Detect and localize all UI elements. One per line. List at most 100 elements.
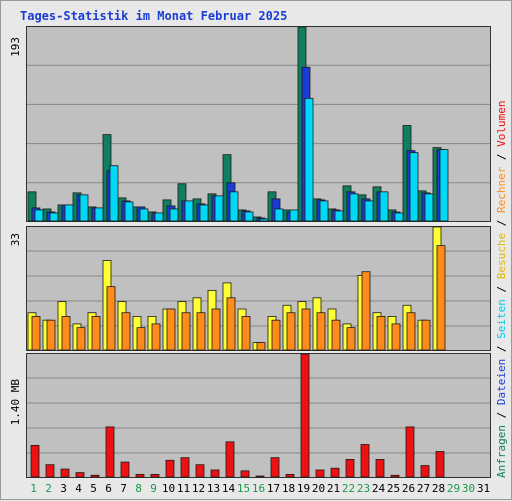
legend-right: Anfragen / Dateien / Seiten / Besuche / …: [495, 100, 508, 478]
y-max-label-2: 33: [9, 233, 22, 246]
bar-volumen-day-5: [90, 474, 100, 478]
bar-rechner-day-11: [181, 312, 191, 351]
bar-volumen-day-4: [75, 472, 85, 478]
bar-rechner-day-1: [31, 316, 41, 351]
chart-title: Tages-Statistik im Monat Februar 2025: [20, 9, 288, 23]
bar-volumen-day-22: [345, 459, 355, 478]
bar-rechner-day-5: [91, 316, 101, 351]
bar-rechner-day-28: [436, 245, 446, 351]
x-tick-label-27: 27: [417, 482, 430, 495]
x-tick-label-30: 30: [462, 482, 475, 495]
x-tick-label-1: 1: [30, 482, 37, 495]
legend-entry: Rechner: [495, 166, 508, 213]
bar-seiten-day-8: [139, 208, 149, 222]
bar-seiten-day-11: [184, 200, 194, 222]
bar-rechner-day-12: [196, 312, 206, 351]
legend-entry: /: [495, 405, 508, 425]
bar-volumen-day-23: [360, 444, 370, 478]
x-tick-label-25: 25: [387, 482, 400, 495]
bar-rechner-day-10: [166, 308, 176, 351]
bar-seiten-day-6: [109, 165, 119, 222]
x-tick-label-7: 7: [120, 482, 127, 495]
x-tick-label-13: 13: [207, 482, 220, 495]
bar-seiten-day-4: [79, 194, 89, 222]
x-tick-label-19: 19: [297, 482, 310, 495]
y-max-label-3: 1.40 MB: [9, 379, 22, 426]
x-tick-label-31: 31: [477, 482, 490, 495]
x-tick-label-29: 29: [447, 482, 460, 495]
bar-seiten-day-13: [214, 195, 224, 222]
x-tick-label-5: 5: [90, 482, 97, 495]
bar-seiten-day-16: [259, 218, 269, 222]
bar-seiten-day-15: [244, 211, 254, 222]
bar-volumen-day-18: [285, 473, 295, 478]
x-tick-label-11: 11: [177, 482, 190, 495]
x-tick-label-24: 24: [372, 482, 386, 495]
bar-rechner-day-9: [151, 323, 161, 351]
bar-seiten-day-12: [199, 204, 209, 222]
bar-volumen-day-24: [375, 459, 385, 478]
bar-rechner-day-13: [211, 308, 221, 351]
legend-entry: Seiten: [495, 299, 508, 339]
bar-seiten-day-20: [319, 200, 329, 222]
bar-seiten-day-3: [64, 204, 74, 222]
bar-rechner-day-18: [286, 312, 296, 351]
legend-entry: /: [495, 213, 508, 233]
x-tick-label-26: 26: [402, 482, 415, 495]
bar-volumen-day-19: [300, 353, 310, 478]
bar-volumen-day-16: [255, 475, 265, 478]
bar-volumen-day-20: [315, 469, 325, 478]
bar-rechner-day-4: [76, 327, 86, 351]
bar-volumen-day-13: [210, 469, 220, 478]
bar-rechner-day-8: [136, 327, 146, 351]
bar-seiten-day-17: [274, 208, 284, 222]
bar-rechner-day-17: [271, 319, 281, 351]
bar-seiten-day-18: [289, 209, 299, 222]
bar-rechner-day-14: [226, 297, 236, 351]
bar-volumen-day-27: [420, 465, 430, 478]
bar-volumen-day-15: [240, 470, 250, 478]
bar-seiten-day-26: [409, 152, 419, 222]
x-tick-label-21: 21: [327, 482, 340, 495]
bar-seiten-day-9: [154, 212, 164, 222]
bar-volumen-day-11: [180, 457, 190, 478]
bar-volumen-day-6: [105, 426, 115, 478]
bar-volumen-day-10: [165, 459, 175, 478]
bar-seiten-day-22: [349, 193, 359, 222]
bar-seiten-day-1: [34, 209, 44, 222]
x-tick-label-14: 14: [222, 482, 236, 495]
bar-seiten-day-19: [304, 97, 314, 222]
bar-rechner-day-7: [121, 312, 131, 351]
legend-entry: Dateien: [495, 359, 508, 405]
bar-rechner-day-26: [406, 312, 416, 351]
y-max-label-1: 193: [9, 37, 22, 57]
x-tick-label-6: 6: [105, 482, 112, 495]
bar-rechner-day-21: [331, 319, 341, 351]
bar-volumen-day-9: [150, 473, 160, 478]
x-tick-label-18: 18: [282, 482, 295, 495]
bar-seiten-day-10: [169, 208, 179, 222]
bar-seiten-day-28: [439, 149, 449, 222]
legend-entry: Anfragen: [495, 425, 508, 478]
bar-rechner-day-2: [46, 319, 56, 351]
legend-entry: Volumen: [495, 100, 508, 146]
bar-seiten-day-25: [394, 212, 404, 222]
bar-volumen-day-21: [330, 467, 340, 478]
x-tick-label-28: 28: [432, 482, 445, 495]
bar-rechner-day-23: [361, 271, 371, 351]
bar-rechner-day-20: [316, 312, 326, 351]
bar-rechner-day-25: [391, 323, 401, 351]
bar-volumen-day-8: [135, 473, 145, 478]
legend-entry: /: [495, 147, 508, 167]
bar-seiten-day-23: [364, 200, 374, 222]
bar-rechner-day-24: [376, 316, 386, 351]
bar-rechner-day-15: [241, 316, 251, 351]
x-tick-label-16: 16: [252, 482, 265, 495]
bar-rechner-day-6: [106, 286, 116, 351]
bar-volumen-day-1: [30, 444, 40, 478]
bar-volumen-day-25: [390, 474, 400, 478]
bar-volumen-day-28: [435, 451, 445, 478]
bar-seiten-day-5: [94, 207, 104, 222]
x-tick-label-8: 8: [135, 482, 142, 495]
